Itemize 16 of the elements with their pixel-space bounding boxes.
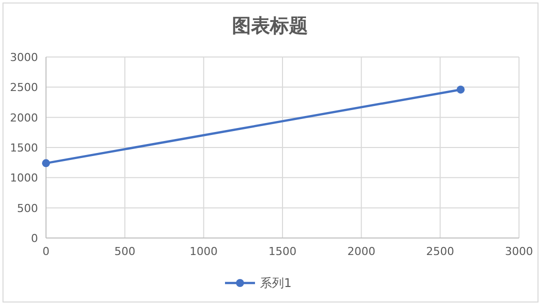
y-tick-label: 500 bbox=[17, 202, 38, 215]
y-tick-label: 2000 bbox=[10, 111, 38, 124]
y-tick-label: 2500 bbox=[10, 81, 38, 94]
y-tick-label: 0 bbox=[31, 232, 38, 245]
x-tick-label: 1000 bbox=[190, 245, 218, 258]
x-tick-label: 1500 bbox=[268, 245, 296, 258]
y-tick-label: 3000 bbox=[10, 51, 38, 64]
legend-label: 系列1 bbox=[260, 276, 292, 290]
chart-title: 图表标题 bbox=[232, 15, 308, 37]
x-tick-label: 0 bbox=[42, 245, 50, 258]
y-tick-label: 1000 bbox=[10, 172, 38, 185]
y-tick-label: 1500 bbox=[10, 142, 38, 154]
x-tick-label: 3000 bbox=[505, 245, 533, 258]
x-tick-label: 2000 bbox=[347, 245, 376, 258]
x-tick-label: 2500 bbox=[426, 245, 454, 258]
x-tick-label: 500 bbox=[114, 245, 136, 258]
